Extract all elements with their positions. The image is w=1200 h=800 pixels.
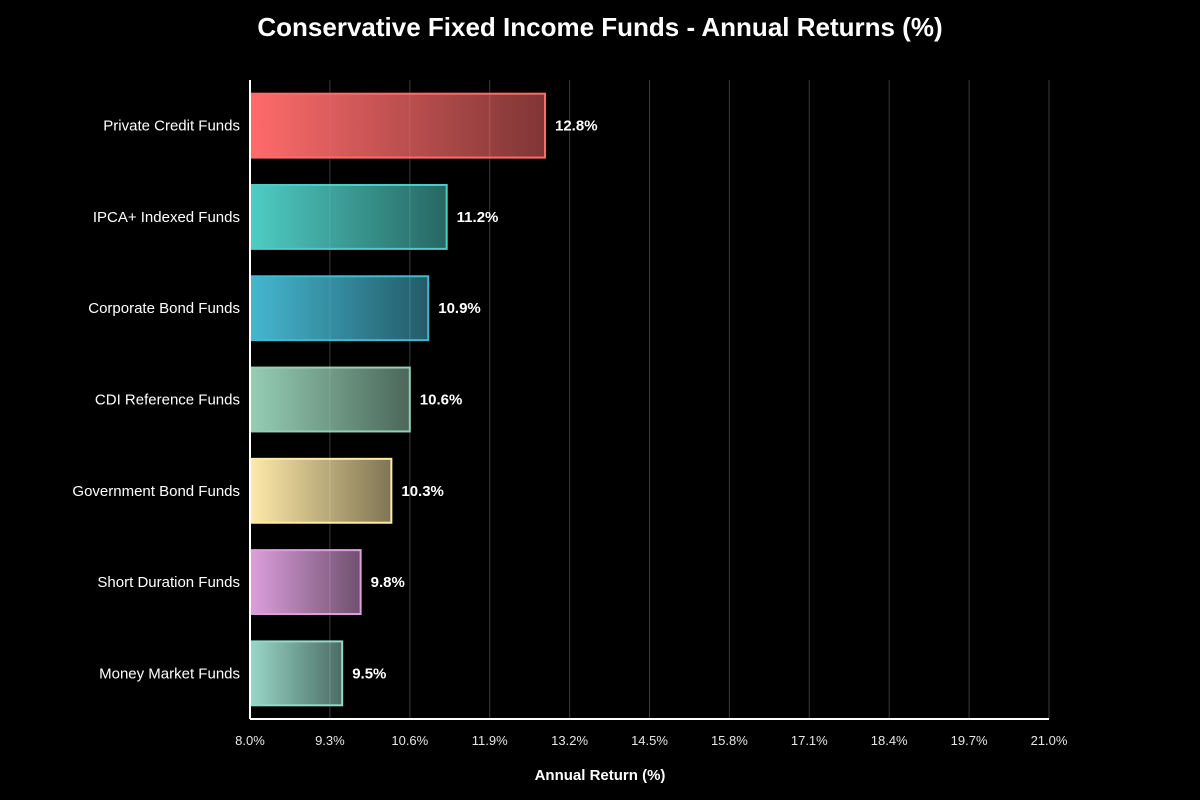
bar	[249, 457, 393, 524]
data-label: 9.5%	[352, 665, 386, 682]
x-tick-label: 13.2%	[551, 733, 588, 748]
label-layer: 8.0% 9.3% 10.6% 11.9% 13.2% 14.5% 15.8% 17.1% 18…	[72, 118, 1067, 748]
data-label: 11.2%	[457, 209, 499, 226]
data-label: 10.6%	[420, 392, 463, 409]
category-label: CDI Reference Funds	[95, 392, 240, 409]
bar	[249, 640, 344, 707]
x-tick-label: 17.1%	[791, 733, 828, 748]
data-label: 9.8%	[371, 574, 405, 591]
bar-layer	[249, 92, 547, 707]
x-tick-label: 9.3%	[315, 733, 345, 748]
chart-title: Conservative Fixed Income Funds - Annual…	[257, 12, 943, 42]
x-tick-label: 18.4%	[871, 733, 908, 748]
x-tick-label: 14.5%	[631, 733, 668, 748]
category-label: IPCA+ Indexed Funds	[93, 209, 240, 226]
category-label: Money Market Funds	[99, 665, 240, 682]
data-label: 10.3%	[401, 483, 444, 500]
data-label: 12.8%	[555, 118, 598, 135]
x-tick-label: 15.8%	[711, 733, 748, 748]
category-label: Short Duration Funds	[97, 574, 240, 591]
category-label: Private Credit Funds	[103, 118, 240, 135]
bar	[249, 275, 430, 342]
bar	[249, 92, 547, 159]
category-label: Government Bond Funds	[72, 483, 240, 500]
x-tick-label: 8.0%	[235, 733, 265, 748]
x-axis-title: Annual Return (%)	[535, 767, 666, 784]
x-tick-label: 19.7%	[951, 733, 988, 748]
bar	[249, 366, 411, 433]
data-label: 10.9%	[438, 300, 481, 317]
bar	[249, 183, 448, 250]
bar	[249, 549, 362, 616]
x-tick-label: 11.9%	[472, 733, 508, 748]
x-tick-label: 21.0%	[1031, 733, 1068, 748]
axis-layer	[249, 80, 1049, 720]
x-tick-label: 10.6%	[391, 733, 428, 748]
category-label: Corporate Bond Funds	[88, 300, 240, 317]
